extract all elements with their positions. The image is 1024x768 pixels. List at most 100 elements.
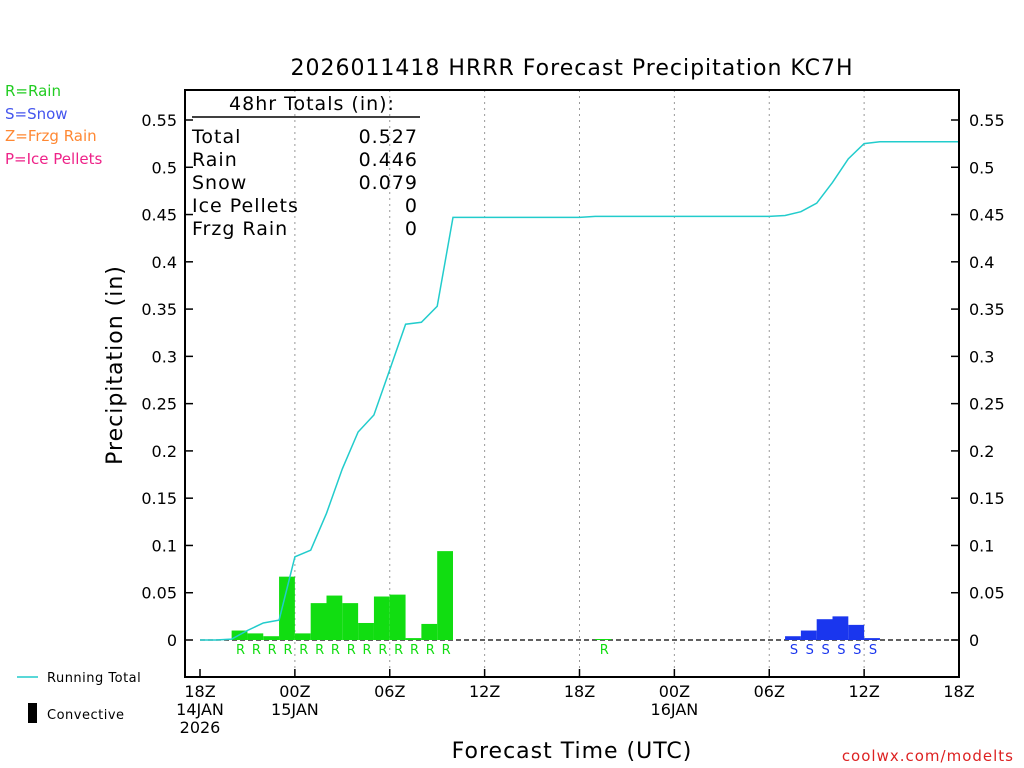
ptype-label-snow: S <box>821 643 829 658</box>
ptype-label-rain: R <box>378 643 387 658</box>
precip-bar-rain <box>310 603 327 640</box>
y-tick-label-right: 0.55 <box>969 111 1005 130</box>
precip-bar-snow <box>832 616 849 640</box>
precip-bar-rain <box>595 639 612 640</box>
x-tick-label: 00Z <box>279 682 310 701</box>
ptype-label-rain: R <box>236 643 245 658</box>
totals-label-snow: Snow <box>192 172 247 194</box>
running-total-legend-label: Running Total <box>47 671 141 686</box>
y-tick-label-left: 0.1 <box>152 536 177 555</box>
ptype-label-rain: R <box>442 643 451 658</box>
ptype-label-snow: S <box>806 643 814 658</box>
y-tick-label-left: 0.5 <box>152 158 177 177</box>
ptype-label-rain: R <box>331 643 340 658</box>
running-total-line <box>200 140 959 641</box>
legend-ice-pellets: P=Ice Pellets <box>5 150 102 168</box>
x-tick-label: 12Z <box>469 682 500 701</box>
ptype-label-snow: S <box>869 643 877 658</box>
y-tick-label-left: 0.25 <box>141 395 177 414</box>
precip-bar-rain <box>421 623 438 640</box>
legend-snow: S=Snow <box>5 105 68 123</box>
totals-header: 48hr Totals (in): <box>229 93 395 115</box>
precip-bar-rain <box>263 636 280 640</box>
x-tick-label: 2026 <box>180 718 221 737</box>
y-tick-label-right: 0.3 <box>969 347 994 366</box>
precip-bar-rain <box>342 603 359 640</box>
totals-value-rain: 0.446 <box>359 149 418 171</box>
totals-value-ice-pellets: 0 <box>405 195 418 217</box>
grid-layer <box>200 90 959 677</box>
x-tick-label: 18Z <box>943 682 974 701</box>
precip-bar-snow <box>785 636 801 640</box>
y-tick-label-left: 0.35 <box>141 300 177 319</box>
totals-value-snow: 0.079 <box>359 172 418 194</box>
precip-bar-rain <box>405 638 422 640</box>
ptype-label-rain: R <box>299 643 308 658</box>
convective-legend-swatch <box>28 703 37 723</box>
totals-label-frzg-rain: Frzg Rain <box>192 218 288 240</box>
precip-bar-rain <box>437 551 453 640</box>
y-tick-label-right: 0.4 <box>969 253 994 272</box>
y-tick-label-right: 0.2 <box>969 442 994 461</box>
y-tick-label-right: 0.35 <box>969 300 1005 319</box>
totals-label-rain: Rain <box>192 149 238 171</box>
ptype-label-snow: S <box>790 643 798 658</box>
y-tick-label-left: 0.3 <box>152 347 177 366</box>
x-tick-label: 14JAN <box>176 700 224 719</box>
precip-bar-snow <box>816 619 833 640</box>
bottom-legend: Running Total Convective <box>17 671 141 723</box>
y-tick-label-left: 0 <box>167 631 177 650</box>
x-tick-label: 18Z <box>184 682 215 701</box>
precip-bar-rain <box>247 633 264 640</box>
precip-bar-snow <box>800 630 817 640</box>
x-tick-label: 06Z <box>374 682 405 701</box>
x-tick-label: 12Z <box>848 682 879 701</box>
x-tick-label: 15JAN <box>271 700 319 719</box>
totals-label-total: Total <box>191 126 241 148</box>
chart-title: 2026011418 HRRR Forecast Precipitation K… <box>290 56 853 81</box>
ptype-label-rain: R <box>347 643 356 658</box>
legend-frzg-rain: Z=Frzg Rain <box>5 127 97 145</box>
totals-label-ice-pellets: Ice Pellets <box>192 195 299 217</box>
site-credit: coolwx.com/modelts <box>842 747 1014 765</box>
y-tick-label-left: 0.2 <box>152 442 177 461</box>
ptype-label-rain: R <box>252 643 261 658</box>
ptype-label-rain: R <box>363 643 372 658</box>
ptype-label-rain: R <box>600 643 609 658</box>
precip-bar-rain <box>326 595 343 640</box>
convective-legend-label: Convective <box>47 708 125 723</box>
y-tick-label-left: 0.05 <box>141 584 177 603</box>
y-tick-label-left: 0.45 <box>141 206 177 225</box>
precip-bar-rain <box>294 633 311 640</box>
running-total-layer <box>200 140 959 641</box>
ptype-label-snow: S <box>837 643 845 658</box>
ptype-label-rain: R <box>315 643 324 658</box>
x-axis-title: Forecast Time (UTC) <box>452 739 693 764</box>
x-tick-label: 18Z <box>564 682 595 701</box>
x-tick-label: 00Z <box>659 682 690 701</box>
precip-bar-rain <box>279 576 295 640</box>
ptype-label-rain: R <box>268 643 277 658</box>
totals-value-frzg-rain: 0 <box>405 218 418 240</box>
ptype-label-rain: R <box>426 643 435 658</box>
x-tick-label: 06Z <box>754 682 785 701</box>
y-tick-label-right: 0.1 <box>969 536 994 555</box>
plot-frame <box>184 89 960 678</box>
precip-bar-snow <box>848 624 865 640</box>
y-tick-label-left: 0.15 <box>141 489 177 508</box>
x-tick-label: 16JAN <box>651 700 699 719</box>
ptype-label-snow: S <box>853 643 861 658</box>
ptype-label-rain: R <box>410 643 419 658</box>
ptype-legend: R=Rain S=Snow Z=Frzg Rain P=Ice Pellets <box>5 82 102 168</box>
y-tick-label-right: 0.15 <box>969 489 1005 508</box>
y-tick-label-right: 0 <box>969 631 979 650</box>
y-tick-label-right: 0.05 <box>969 584 1005 603</box>
bars-layer <box>231 551 880 640</box>
y-axis-title: Precipitation (in) <box>103 265 128 465</box>
y-tick-label-left: 0.55 <box>141 111 177 130</box>
legend-rain: R=Rain <box>5 82 61 100</box>
precip-bar-rain <box>373 596 390 640</box>
